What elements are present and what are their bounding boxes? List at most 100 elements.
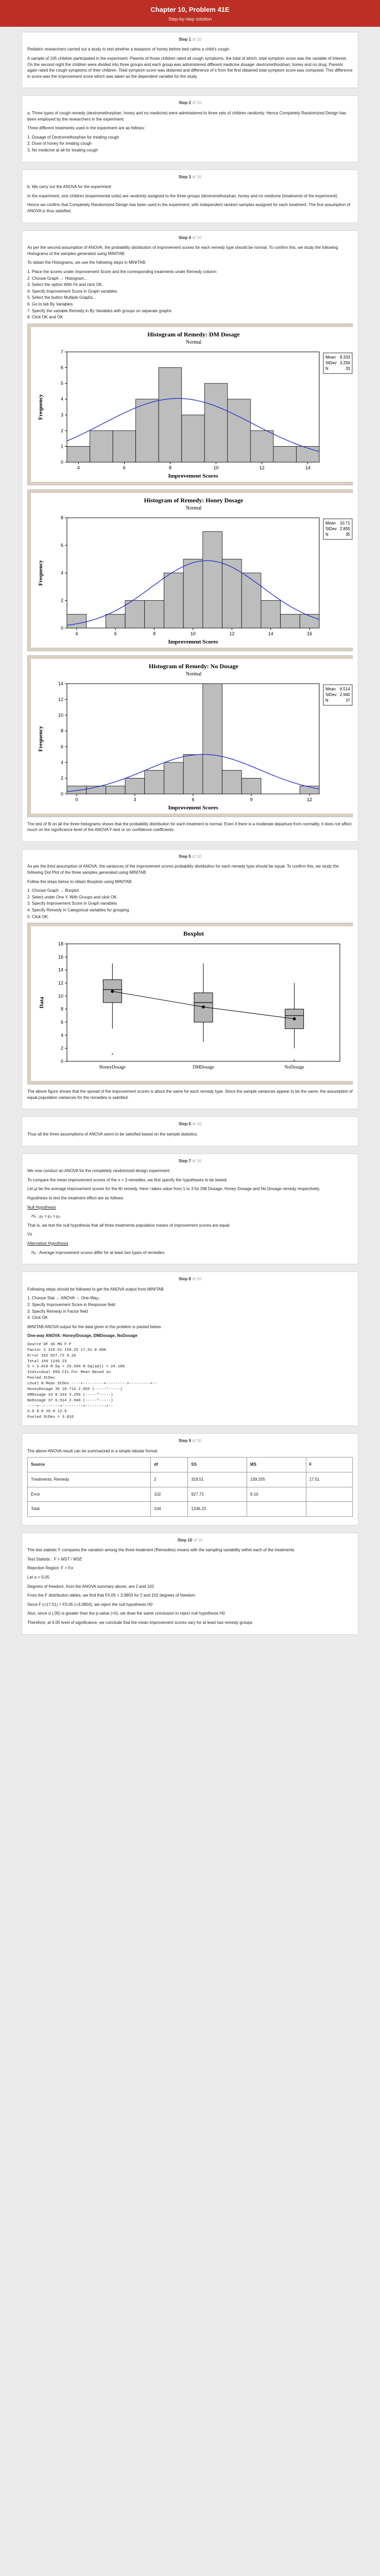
output-line: DMDosage 33 8.333 3.256 (-----*-----) [27, 1393, 113, 1397]
x-tick-label: 14 [305, 465, 310, 470]
step-header: Step 8 of 10 [27, 1276, 353, 1282]
table-cell: Error [27, 1486, 151, 1502]
step-paragraph: Thus all the three assumptions of ANOVA … [27, 1132, 198, 1137]
histogram-bar [112, 430, 136, 463]
x-tick-label: 6 [114, 631, 117, 636]
step-paragraph: a. Three types of cough remedy (dextrome… [27, 111, 347, 122]
histogram-figure-dm: Histogram of Remedy: DM Dosage Normal 0 1 2 3… [27, 323, 356, 485]
histogram-bar [280, 614, 300, 629]
step-label: Step 4 [178, 235, 191, 240]
output-line: NoDosage 37 6.514 2.940 (-----*-----) [27, 1398, 113, 1403]
output-line: HoneyDosage 35 10.714 2.855 (-----*-----… [27, 1387, 123, 1392]
output-line: Error 102 927.72 9.10 [27, 1353, 76, 1358]
list-item: 7. Specify the variable Remedy in By Var… [27, 308, 172, 313]
y-tick-label: 16 [58, 955, 63, 960]
step-header: Step 10 of 10 [27, 1537, 353, 1544]
y-tick-label: 10 [58, 994, 63, 999]
legend-value: 10.71 [340, 521, 351, 526]
minitab-steps: 1. Choose Graph → Boxplot 2. Select unde… [27, 888, 353, 920]
table-row: Total 104 1246.23 [27, 1501, 353, 1517]
chart-title: Histogram of Remedy: No Dosage [149, 663, 239, 670]
page-subtitle: Step-by-step solution [168, 16, 212, 22]
table-cell [305, 1501, 353, 1517]
y-tick-label: 18 [58, 941, 63, 946]
y-tick-label: 12 [58, 697, 63, 702]
histogram-bar [164, 572, 184, 629]
anova-output: Source DF SS MS F P Factor 2 318.51 159.… [27, 1342, 353, 1420]
histogram-bar [183, 754, 203, 794]
legend-key: StDev [325, 527, 337, 531]
list-item: 8. Click OK and OK [27, 315, 63, 320]
x-tick-label: 10 [191, 631, 196, 636]
histogram-bar [105, 786, 126, 794]
x-tick-label: 12 [307, 797, 312, 802]
step-paragraph: The above ANOVA result can be summarized… [27, 1448, 158, 1453]
histogram-chart-dm: Histogram of Remedy: DM DosageNormal0123… [31, 327, 356, 482]
legend-box [323, 352, 353, 374]
y-tick-label: 14 [58, 968, 63, 973]
table-cell: Treatments: Remedy [27, 1471, 151, 1487]
histogram-bar [202, 683, 222, 794]
step-paragraph: The above figure shows that the spread o… [27, 1089, 353, 1100]
y-tick-label: 4 [61, 760, 63, 765]
step-card-8: Step 8 of 10 Following steps should be f… [22, 1272, 358, 1427]
list-item: 1. Choose Stat → ANOVA → One-Way... [27, 1296, 101, 1301]
output-line: Pooled StDev = 3.016 [27, 1415, 74, 1420]
y-tick-label: 2 [61, 775, 63, 781]
null-hypothesis-label: Null Hypothesis [27, 1205, 56, 1210]
output-line: Individual 95% CIs For Mean Based on [27, 1370, 111, 1375]
y-tick-label: 5 [61, 381, 63, 386]
step-label: Step 9 [178, 1438, 191, 1444]
y-tick-label: 7 [61, 349, 63, 354]
y-tick-label: 2 [61, 1046, 63, 1051]
step-label: Step 2 [178, 100, 191, 106]
step-card-10: Step 10 of 10 The test statistic F compa… [22, 1532, 358, 1635]
step-paragraph: The test statistic F compares the variat… [27, 1548, 295, 1553]
mean-marker [292, 1017, 296, 1021]
y-tick-label: 8 [61, 1007, 63, 1012]
step-paragraph: A sample of 105 children participated in… [27, 56, 353, 79]
legend-box [323, 518, 353, 540]
y-tick-label: 2 [61, 598, 63, 603]
step-count: of 10 [193, 1537, 203, 1543]
legend-key: Mean [325, 355, 336, 360]
legend-key: StDev [325, 692, 337, 697]
output-line: Total 104 1246.23 [27, 1359, 67, 1364]
alt-hypothesis-label: Alternative Hypothesis [27, 1241, 68, 1246]
treatment-list: 1. Dosage of Dextromethorphan for treati… [27, 134, 353, 154]
minitab-steps: 1. Choose Stat → ANOVA → One-Way... 2. S… [27, 1295, 353, 1320]
output-line: Factor 2 318.51 159.25 17.51 0.000 [27, 1348, 107, 1352]
histogram-bar [261, 600, 281, 629]
histogram-figure-no: Histogram of Remedy: No Dosage Normal 0 2 4 6… [27, 655, 356, 817]
x-tick-label: 6 [192, 797, 194, 802]
null-hypothesis-text: That is, we test the null hypothesis tha… [27, 1223, 230, 1228]
table-cell: 1246.23 [187, 1501, 247, 1517]
step-label: Step 6 [178, 1122, 191, 1127]
legend-key: Mean [325, 521, 336, 526]
histogram-bar [125, 600, 145, 629]
table-cell: 927.72 [187, 1486, 247, 1502]
step-header: Step 3 of 10 [27, 174, 353, 180]
table-cell: Total [27, 1501, 151, 1517]
boxplot-chart: Boxplot 0 2 4 6 8 10 12 14 16 18 Data * HoneyDosage DM… [31, 926, 356, 1081]
versus-label: Vs [27, 1232, 32, 1237]
step-header: Step 9 of 10 [27, 1438, 353, 1444]
step-count: of 10 [192, 1158, 202, 1163]
y-tick-label: 4 [61, 1033, 63, 1038]
legend-key: N [325, 698, 329, 703]
step-paragraph: As per the second assumption of ANOVA, t… [27, 245, 338, 256]
x-tick-label: 9 [250, 797, 253, 802]
step-header: Step 4 of 10 [27, 235, 353, 241]
histogram-bar [273, 446, 297, 463]
histogram-bar [241, 777, 262, 794]
y-tick-label: 12 [58, 980, 63, 986]
output-line: S = 3.016 R-Sq = 25.56% R-Sq(adj) = 24.1… [27, 1365, 125, 1369]
list-item: 3. No medicine at all for treating cough [27, 148, 98, 153]
histogram-bar [299, 614, 320, 629]
output-line: Level N Mean StDev ----+---------+------… [27, 1382, 158, 1386]
step-card-9: Step 9 of 10 The above ANOVA result can … [22, 1433, 358, 1526]
histogram-bar [125, 777, 145, 794]
x-tick-label: 16 [307, 631, 312, 636]
histogram-bar [144, 770, 164, 794]
histogram-bar [250, 430, 274, 463]
